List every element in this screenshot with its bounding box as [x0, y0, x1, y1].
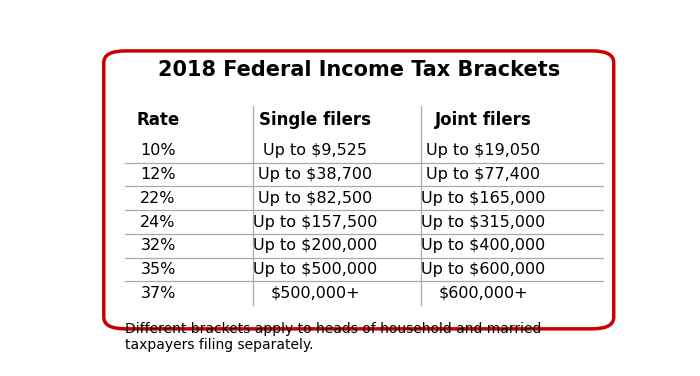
- Text: Up to $600,000: Up to $600,000: [421, 262, 546, 277]
- Text: Rate: Rate: [136, 111, 180, 129]
- Text: Up to $38,700: Up to $38,700: [258, 167, 372, 182]
- Text: Up to $315,000: Up to $315,000: [421, 215, 546, 229]
- Text: Up to $400,000: Up to $400,000: [421, 238, 546, 253]
- Text: Different brackets apply to heads of household and married
taxpayers filing sepa: Different brackets apply to heads of hou…: [125, 322, 542, 352]
- Text: $600,000+: $600,000+: [439, 286, 528, 301]
- Text: 10%: 10%: [140, 143, 176, 158]
- Text: 32%: 32%: [140, 238, 176, 253]
- Text: 22%: 22%: [140, 191, 176, 206]
- Text: Up to $157,500: Up to $157,500: [253, 215, 377, 229]
- Text: Up to $200,000: Up to $200,000: [253, 238, 377, 253]
- Text: Up to $9,525: Up to $9,525: [263, 143, 368, 158]
- Text: 24%: 24%: [140, 215, 176, 229]
- Text: 35%: 35%: [140, 262, 176, 277]
- Text: Up to $500,000: Up to $500,000: [253, 262, 377, 277]
- Text: 37%: 37%: [140, 286, 176, 301]
- Text: Up to $19,050: Up to $19,050: [426, 143, 540, 158]
- Text: $500,000+: $500,000+: [270, 286, 360, 301]
- Text: Up to $77,400: Up to $77,400: [426, 167, 540, 182]
- Text: 12%: 12%: [140, 167, 176, 182]
- Text: Up to $165,000: Up to $165,000: [421, 191, 546, 206]
- Text: Up to $82,500: Up to $82,500: [258, 191, 372, 206]
- FancyBboxPatch shape: [104, 51, 614, 329]
- Text: Joint filers: Joint filers: [435, 111, 532, 129]
- Text: Single filers: Single filers: [260, 111, 372, 129]
- Text: 2018 Federal Income Tax Brackets: 2018 Federal Income Tax Brackets: [158, 60, 560, 80]
